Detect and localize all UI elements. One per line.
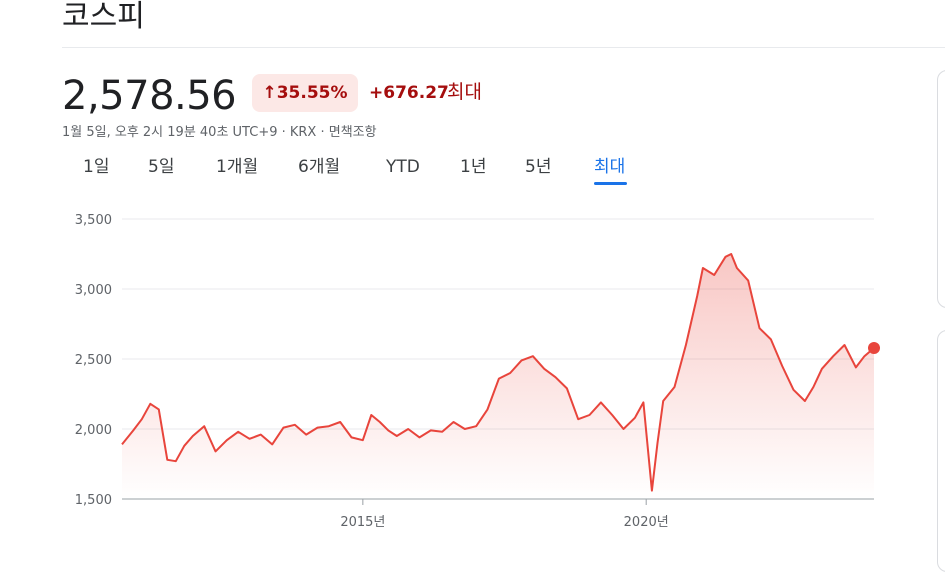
x-tick-label: 2015년 — [340, 515, 385, 530]
x-tick-label: 2020년 — [624, 515, 669, 530]
change-absolute: +676.27 — [369, 83, 449, 103]
y-tick-label: 2,000 — [75, 423, 112, 438]
side-card-top — [937, 70, 945, 308]
tab-1y[interactable]: 1년 — [460, 157, 487, 177]
y-tick-label: 1,500 — [75, 493, 112, 508]
side-card-bottom — [937, 330, 945, 572]
tab-max[interactable]: 최대 — [594, 157, 626, 177]
range-tabs: 1일 5일 1개월 6개월 YTD 1년 5년 최대 — [0, 152, 700, 188]
x-axis-ticks: 2015년 2020년 — [340, 499, 669, 530]
change-percent-badge: ↑35.55% — [252, 74, 358, 112]
current-price: 2,578.56 — [62, 73, 237, 119]
tab-5d[interactable]: 5일 — [148, 157, 175, 177]
price-area — [122, 254, 874, 499]
price-line — [121, 253, 875, 492]
tab-1d[interactable]: 1일 — [83, 157, 110, 177]
title-divider — [62, 47, 945, 48]
y-axis-labels: 1,500 2,000 2,500 3,000 3,500 — [75, 213, 112, 508]
active-tab-indicator — [594, 182, 627, 185]
price-chart[interactable]: 1,500 2,000 2,500 3,000 3,500 2015년 2020년 — [0, 200, 900, 540]
tab-1m[interactable]: 1개월 — [216, 157, 259, 177]
page-title: 코스피 — [62, 0, 145, 34]
y-tick-label: 3,000 — [75, 283, 112, 298]
quote-meta: 1월 5일, 오후 2시 19분 40초 UTC+9 · KRX · 면책조항 — [62, 125, 377, 140]
tab-6m[interactable]: 6개월 — [298, 157, 341, 177]
arrow-up-icon: ↑ — [262, 83, 277, 103]
last-price-marker[interactable] — [868, 342, 880, 355]
y-tick-label: 2,500 — [75, 353, 112, 368]
y-tick-label: 3,500 — [75, 213, 112, 228]
change-percent: 35.55% — [276, 83, 348, 103]
change-period-label: 최대 — [447, 81, 482, 103]
tab-ytd[interactable]: YTD — [386, 157, 420, 177]
tab-5y[interactable]: 5년 — [525, 157, 552, 177]
